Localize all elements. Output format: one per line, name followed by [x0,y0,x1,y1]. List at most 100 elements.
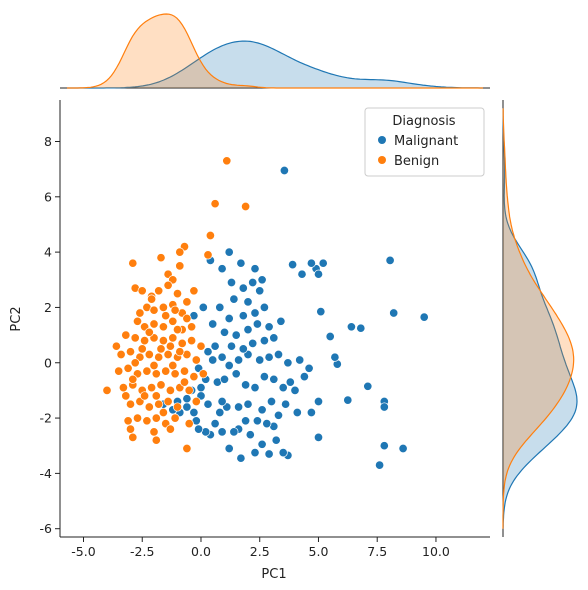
point-benign [189,286,199,296]
right-marginal-kde [502,100,578,537]
point-malignant [255,355,265,365]
x-tick-label: -5.0 [71,544,95,559]
legend-label-malignant: Malignant [394,134,458,149]
point-benign [168,333,178,343]
point-malignant [389,308,399,318]
point-benign [128,258,138,268]
point-benign [137,344,147,354]
point-malignant [304,363,314,373]
point-malignant [356,323,366,333]
point-benign [191,355,201,365]
point-malignant [313,269,324,279]
point-malignant [283,358,293,368]
point-malignant [281,399,291,409]
y-tick-label: 6 [44,189,52,204]
point-benign [170,305,180,315]
y-tick-label: -2 [40,411,52,426]
point-benign [161,366,171,376]
point-malignant [290,385,300,395]
y-tick-label: -4 [40,466,53,481]
point-malignant [234,402,244,412]
x-tick-label: 7.5 [367,544,387,559]
point-malignant [278,448,288,458]
point-benign [172,402,183,412]
point-malignant [318,258,328,268]
point-benign [184,419,194,429]
point-benign [158,336,168,346]
point-benign [121,330,131,340]
point-malignant [379,402,389,412]
point-malignant [292,407,302,418]
point-malignant [203,399,213,409]
point-benign [121,391,131,401]
point-malignant [306,407,316,418]
point-benign [154,286,164,296]
point-benign [111,341,121,351]
point-malignant [343,395,353,405]
point-malignant [279,165,289,176]
point-benign [163,349,173,360]
point-benign [144,327,154,337]
point-malignant [215,407,225,418]
point-benign [168,316,178,326]
point-malignant [385,255,395,265]
point-malignant [271,435,281,445]
point-malignant [217,427,227,437]
right-kde-line-malignant [502,108,578,529]
point-benign [210,199,220,209]
point-malignant [236,453,246,463]
point-benign [135,308,145,318]
point-malignant [264,322,274,332]
top-kde-fill-benign [67,14,483,88]
point-malignant [363,381,373,391]
point-malignant [215,302,225,312]
point-malignant [262,419,272,429]
point-malignant [313,396,324,407]
point-benign [172,289,183,299]
x-axis-label: PC1 [261,567,286,582]
point-benign [182,313,192,324]
point-benign [205,230,215,241]
point-benign [147,294,157,304]
point-malignant [208,319,218,329]
point-malignant [264,449,274,459]
x-tick-label: 0.0 [191,544,211,559]
legend-marker-benign [378,156,386,164]
point-malignant [234,355,244,365]
point-malignant [217,264,227,274]
point-benign [125,424,136,434]
point-malignant [257,405,267,415]
point-malignant [252,319,262,329]
point-malignant [224,313,234,324]
point-malignant [250,308,260,318]
point-malignant [273,410,284,420]
point-malignant [257,275,267,285]
legend: Diagnosis Malignant Benign [364,107,485,177]
point-benign [118,383,128,393]
point-benign [158,322,168,332]
point-malignant [257,439,267,449]
point-benign [203,250,213,260]
point-benign [175,261,185,271]
point-malignant [217,352,227,362]
point-malignant [224,360,234,371]
point-benign [184,385,194,395]
point-benign [161,311,171,321]
point-malignant [375,460,385,470]
point-malignant [316,307,326,317]
point-benign [151,413,161,423]
point-malignant [330,352,340,362]
point-benign [182,297,192,307]
point-malignant [248,338,258,348]
point-malignant [278,383,288,393]
point-malignant [297,269,307,279]
point-benign [114,366,124,376]
x-tick-label: 5.0 [309,544,329,559]
point-malignant [224,443,234,454]
point-malignant [238,283,248,293]
point-benign [154,399,164,409]
top-kde-fill-malignant [67,41,483,88]
point-benign [156,253,166,263]
point-malignant [243,297,253,307]
